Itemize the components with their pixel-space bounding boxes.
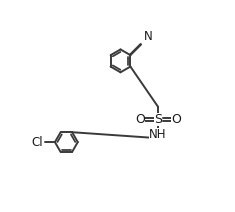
Text: NH: NH [149, 128, 167, 141]
Text: Cl: Cl [32, 136, 43, 149]
Text: N: N [144, 30, 153, 43]
Text: O: O [135, 113, 145, 126]
Text: S: S [154, 113, 162, 126]
Text: O: O [171, 113, 181, 126]
